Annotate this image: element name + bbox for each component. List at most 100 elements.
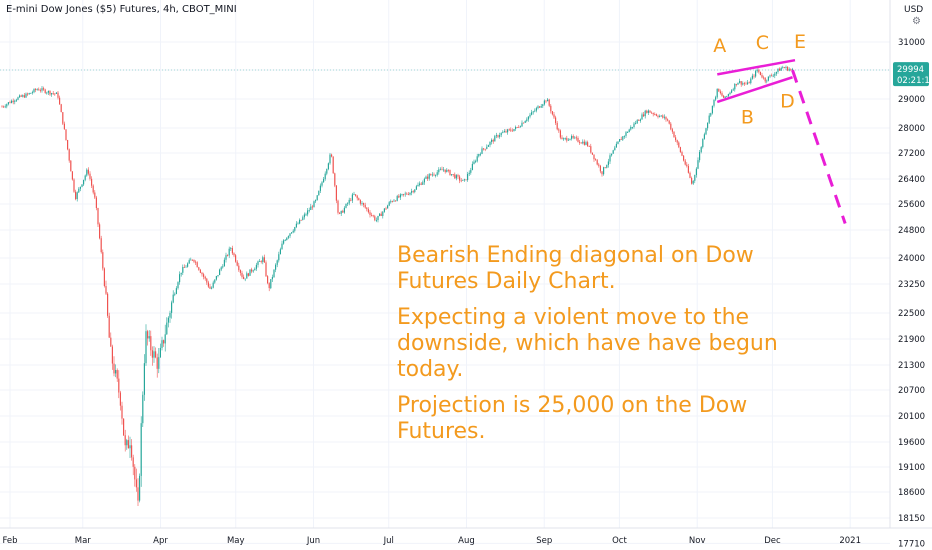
- candle-body: [147, 331, 149, 339]
- candle-body: [83, 179, 85, 185]
- candle-body: [503, 131, 505, 133]
- candle-body: [150, 336, 152, 351]
- candle-body: [686, 164, 688, 167]
- candle-body: [129, 445, 131, 449]
- candle-body: [140, 423, 142, 476]
- candle-body: [52, 93, 54, 94]
- candle-body: [766, 80, 768, 82]
- candle-body: [575, 137, 577, 139]
- candle-body: [204, 276, 206, 279]
- candle-body: [606, 165, 608, 168]
- candle-body: [755, 71, 757, 77]
- candle-body: [71, 171, 73, 180]
- gear-icon[interactable]: ⚙: [912, 16, 921, 27]
- candle-body: [348, 199, 350, 204]
- y-tick-label: 23250: [898, 280, 925, 290]
- candle-body: [668, 120, 670, 124]
- candle-body: [551, 111, 553, 115]
- candle-body: [473, 161, 475, 164]
- candle-body: [185, 266, 187, 268]
- candle-body: [542, 104, 544, 107]
- wave-label-e: E: [794, 31, 806, 53]
- candle-body: [132, 457, 134, 467]
- candle-body: [371, 214, 373, 216]
- candle-body: [385, 208, 387, 210]
- candle-body: [155, 351, 157, 358]
- candle-body: [377, 215, 379, 221]
- candle-body: [199, 269, 201, 273]
- x-tick-label: Dec: [764, 536, 781, 546]
- candle-body: [505, 131, 507, 133]
- candle-body: [233, 253, 235, 256]
- candle-body: [166, 322, 168, 335]
- candle-body: [711, 105, 713, 114]
- candle-body: [614, 147, 616, 151]
- candle-body: [367, 209, 369, 213]
- candle-body: [567, 139, 569, 141]
- candle-body: [735, 83, 737, 85]
- candle-body: [788, 69, 790, 71]
- candle-body: [564, 138, 566, 139]
- candle-body: [705, 128, 707, 135]
- candle-body: [742, 83, 744, 85]
- candle-body: [219, 269, 221, 276]
- currency-label: USD: [904, 5, 924, 15]
- candle-body: [331, 154, 333, 157]
- candle-body: [419, 183, 421, 185]
- candle-body: [710, 113, 712, 116]
- candle-body: [422, 182, 424, 185]
- price-axis: 3100030000290002800027200264002560024800…: [898, 38, 925, 549]
- candle-body: [123, 418, 125, 436]
- candle-body: [67, 140, 69, 150]
- wave-label-b: B: [741, 107, 754, 129]
- candle-body: [444, 169, 446, 173]
- candle-body: [225, 255, 227, 260]
- candle-body: [190, 259, 192, 261]
- candle-body: [182, 267, 184, 273]
- candle-body: [211, 287, 213, 289]
- candle-body: [55, 92, 57, 94]
- candle-body: [620, 139, 622, 140]
- candle-body: [403, 194, 405, 195]
- candle-body: [363, 202, 365, 205]
- candle-body: [246, 273, 248, 279]
- candle-body: [396, 196, 398, 201]
- y-tick-label: 27200: [898, 149, 925, 159]
- candle-body: [60, 104, 62, 113]
- candle-body: [79, 186, 81, 189]
- candle-body: [761, 74, 763, 78]
- candle-body: [43, 88, 45, 90]
- candle-body: [745, 83, 747, 85]
- x-tick-label: Feb: [3, 536, 18, 546]
- candle-body: [251, 269, 253, 272]
- candle-body: [526, 119, 528, 122]
- candle-body: [358, 198, 360, 201]
- candle-body: [334, 173, 336, 186]
- candle-body: [707, 122, 709, 129]
- candle-body: [4, 106, 6, 108]
- candle-body: [723, 95, 725, 98]
- candle-body: [404, 193, 406, 195]
- last-price-value: 29994: [897, 65, 924, 75]
- candle-body: [423, 178, 425, 183]
- candle-body: [287, 236, 289, 238]
- candle-body: [142, 394, 144, 424]
- candle-body: [62, 112, 64, 124]
- candle-body: [75, 191, 77, 200]
- candle-body: [612, 150, 614, 154]
- candle-body: [254, 268, 256, 271]
- candle-body: [11, 100, 13, 103]
- candle-body: [510, 129, 512, 131]
- candle-body: [374, 216, 376, 221]
- candle-body: [227, 255, 229, 256]
- wave-label-d: D: [780, 91, 795, 113]
- candle-body: [555, 117, 557, 124]
- candle-body: [559, 130, 561, 138]
- candle-body: [772, 75, 774, 77]
- candle-body: [215, 276, 217, 280]
- candle-body: [179, 274, 181, 283]
- candle-body: [295, 223, 297, 228]
- candle-body: [115, 370, 117, 374]
- candle-body: [214, 279, 216, 283]
- candle-body: [247, 273, 249, 276]
